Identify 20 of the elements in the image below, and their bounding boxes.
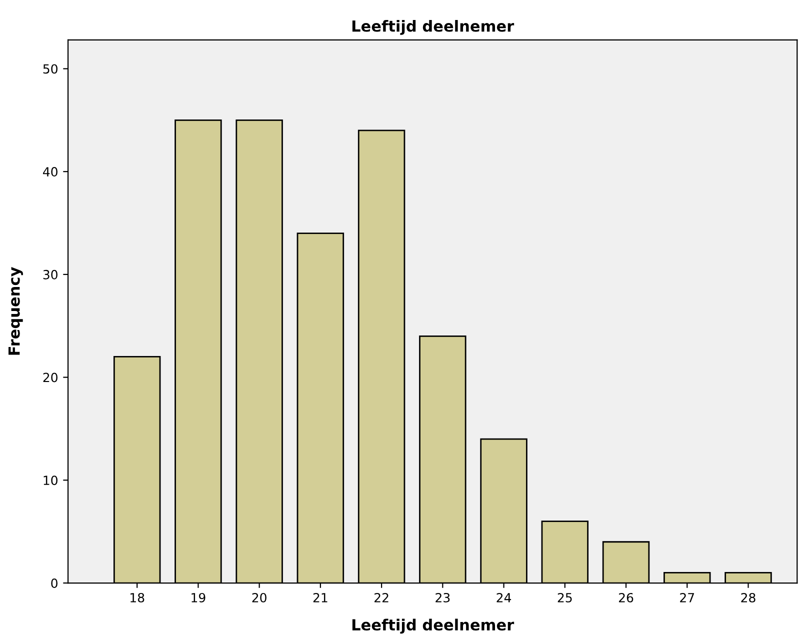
- x-tick-label: 23: [436, 592, 450, 602]
- y-tick-label: 50: [43, 64, 58, 74]
- y-axis-title: Frequency: [8, 267, 23, 355]
- x-tick-label: 21: [313, 592, 328, 602]
- y-tick-label: 10: [44, 476, 58, 486]
- x-tick-label: 24: [496, 592, 512, 602]
- x-axis-title: Leeftijd deelnemer: [352, 618, 514, 634]
- y-tick-label: 20: [43, 372, 58, 382]
- y-tick-label: 40: [43, 167, 58, 177]
- x-tick-label: 26: [618, 592, 634, 602]
- chart-title: Leeftijd deelnemer: [352, 20, 514, 35]
- x-tick-label: 18: [130, 592, 144, 602]
- x-tick-label: 22: [374, 592, 388, 602]
- y-tick-label: 30: [43, 270, 58, 280]
- x-tick-label: 25: [558, 592, 572, 602]
- x-tick-label: 27: [680, 592, 694, 602]
- x-tick-label: 19: [192, 592, 206, 602]
- y-tick-label: 0: [51, 578, 58, 588]
- x-tick-label: 28: [741, 592, 756, 602]
- x-tick-label: 20: [252, 592, 266, 602]
